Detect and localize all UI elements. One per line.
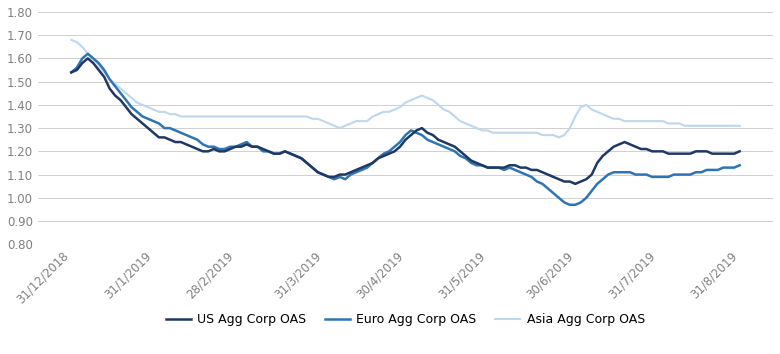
Legend: US Agg Corp OAS, Euro Agg Corp OAS, Asia Agg Corp OAS: US Agg Corp OAS, Euro Agg Corp OAS, Asia… [161, 308, 650, 331]
